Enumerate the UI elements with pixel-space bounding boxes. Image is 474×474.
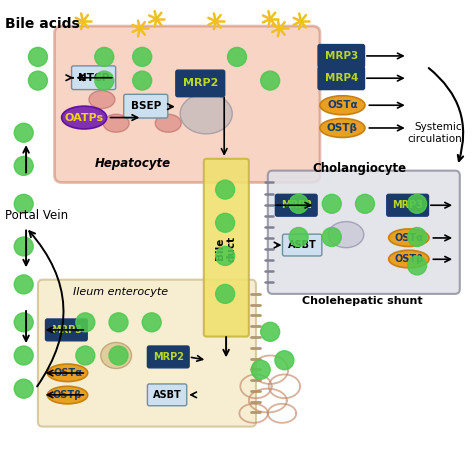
Circle shape xyxy=(322,194,341,213)
FancyBboxPatch shape xyxy=(275,194,317,216)
Text: ASBT: ASBT xyxy=(288,240,317,250)
Text: Ileum enterocyte: Ileum enterocyte xyxy=(73,286,169,297)
Text: OSTα: OSTα xyxy=(394,233,423,243)
Circle shape xyxy=(408,256,427,275)
Circle shape xyxy=(261,322,280,341)
Ellipse shape xyxy=(328,222,364,247)
Text: MRP2: MRP2 xyxy=(281,200,312,210)
Circle shape xyxy=(142,313,161,332)
Circle shape xyxy=(76,346,95,365)
Ellipse shape xyxy=(89,91,115,109)
Circle shape xyxy=(216,180,235,199)
Ellipse shape xyxy=(389,250,429,268)
Circle shape xyxy=(14,346,33,365)
Ellipse shape xyxy=(47,364,88,382)
Ellipse shape xyxy=(389,229,429,246)
Ellipse shape xyxy=(320,96,365,115)
Circle shape xyxy=(28,71,47,90)
Circle shape xyxy=(109,346,128,365)
Circle shape xyxy=(109,313,128,332)
Circle shape xyxy=(216,284,235,303)
Circle shape xyxy=(14,194,33,213)
FancyBboxPatch shape xyxy=(38,280,256,427)
Circle shape xyxy=(76,313,95,332)
Text: OSTβ: OSTβ xyxy=(53,390,82,400)
Circle shape xyxy=(14,237,33,256)
Circle shape xyxy=(28,47,47,66)
Ellipse shape xyxy=(320,118,365,137)
FancyBboxPatch shape xyxy=(55,26,320,182)
Text: Bile
duct: Bile duct xyxy=(215,236,237,262)
Text: Hepatocyte: Hepatocyte xyxy=(95,157,171,170)
Text: OSTβ: OSTβ xyxy=(327,123,358,133)
Text: Bile acids: Bile acids xyxy=(5,17,80,31)
Text: MRP2: MRP2 xyxy=(182,78,218,89)
FancyBboxPatch shape xyxy=(72,66,116,90)
Text: OSTβ: OSTβ xyxy=(394,254,423,264)
Text: ASBT: ASBT xyxy=(153,390,182,400)
Circle shape xyxy=(261,71,280,90)
FancyBboxPatch shape xyxy=(147,384,187,406)
Text: MRP3: MRP3 xyxy=(392,200,423,210)
Circle shape xyxy=(289,194,308,213)
Ellipse shape xyxy=(100,342,131,369)
Circle shape xyxy=(216,246,235,265)
Circle shape xyxy=(133,47,152,66)
FancyBboxPatch shape xyxy=(268,171,460,294)
FancyBboxPatch shape xyxy=(176,70,225,97)
Circle shape xyxy=(228,47,246,66)
Text: MRP2: MRP2 xyxy=(153,352,184,362)
Text: OSTα: OSTα xyxy=(53,368,82,378)
FancyBboxPatch shape xyxy=(46,319,87,341)
FancyBboxPatch shape xyxy=(318,45,365,67)
Circle shape xyxy=(356,194,374,213)
Circle shape xyxy=(14,156,33,175)
Text: MRP3: MRP3 xyxy=(325,51,358,61)
Circle shape xyxy=(322,228,341,246)
Text: Cholehepatic shunt: Cholehepatic shunt xyxy=(302,296,423,306)
FancyBboxPatch shape xyxy=(387,194,428,216)
Text: Systemic
circulation: Systemic circulation xyxy=(407,122,462,144)
Circle shape xyxy=(408,228,427,246)
Ellipse shape xyxy=(180,94,232,134)
Circle shape xyxy=(408,194,427,213)
FancyBboxPatch shape xyxy=(283,234,322,256)
FancyBboxPatch shape xyxy=(147,346,189,368)
Circle shape xyxy=(133,71,152,90)
Circle shape xyxy=(14,275,33,294)
FancyBboxPatch shape xyxy=(318,67,365,90)
Ellipse shape xyxy=(62,106,107,129)
Text: BSEP: BSEP xyxy=(131,101,161,111)
Text: Cholangiocyte: Cholangiocyte xyxy=(313,162,407,175)
Circle shape xyxy=(14,313,33,332)
FancyBboxPatch shape xyxy=(124,94,168,118)
Text: OATPs: OATPs xyxy=(64,112,104,123)
FancyBboxPatch shape xyxy=(204,159,249,337)
Circle shape xyxy=(289,228,308,246)
Circle shape xyxy=(14,379,33,398)
Circle shape xyxy=(275,351,294,370)
Circle shape xyxy=(95,71,114,90)
Text: MRP4: MRP4 xyxy=(325,73,358,83)
Ellipse shape xyxy=(155,114,181,132)
Text: Portal Vein: Portal Vein xyxy=(5,209,68,222)
Circle shape xyxy=(251,360,270,379)
Circle shape xyxy=(14,123,33,142)
Ellipse shape xyxy=(47,386,88,404)
Circle shape xyxy=(95,47,114,66)
Text: OSTα: OSTα xyxy=(327,100,358,110)
Circle shape xyxy=(216,213,235,232)
Text: NTCP: NTCP xyxy=(78,73,109,83)
Ellipse shape xyxy=(103,114,129,132)
Text: MRP3: MRP3 xyxy=(51,325,82,335)
